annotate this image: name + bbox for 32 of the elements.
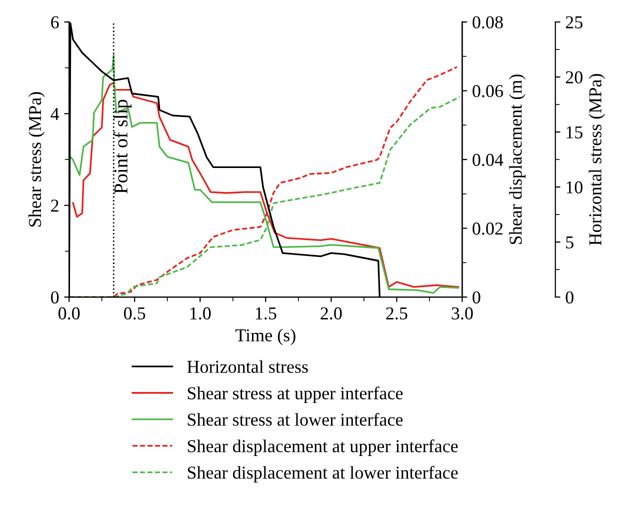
- x-tick-label: 2.5: [386, 307, 408, 320]
- y2-tick-label: 0.06: [472, 85, 503, 98]
- y-tick-label: 0: [51, 291, 59, 304]
- x-tick-label: 1.5: [256, 307, 276, 320]
- y3-tick-label: 0: [566, 291, 574, 304]
- legend-label: Shear displacement at lower interface: [188, 466, 458, 482]
- y-axis-title: Shear stress (MPa): [28, 92, 45, 227]
- legend-label: Shear stress at upper interface: [188, 386, 403, 404]
- legend-label: Horizontal stress: [187, 360, 308, 373]
- y-tick-label: 2: [51, 200, 58, 212]
- x-tick-label: 0.5: [124, 307, 146, 320]
- y2-tick-label: 0.02: [472, 222, 503, 235]
- y2-tick-label: 0: [472, 291, 480, 304]
- y3-axis-title: Horizontal stress (MPa): [588, 74, 606, 246]
- y3-tick-label: 25: [566, 16, 582, 28]
- x-tick-label: 2.0: [320, 307, 342, 320]
- x-tick-label: 3.0: [452, 307, 473, 320]
- ref-line-label: Point of slip: [114, 100, 132, 194]
- y-tick-label: 6: [51, 16, 59, 28]
- y2-tick-label: 0.04: [472, 154, 504, 166]
- y3-tick-label: 20: [566, 71, 582, 84]
- legend-label: Shear stress at lower interface: [188, 412, 403, 426]
- y-tick-label: 4: [50, 108, 60, 120]
- y3-tick-label: 10: [566, 181, 582, 194]
- legend-label: Shear displacement at upper interface: [188, 439, 458, 456]
- y3-tick-label: 15: [566, 126, 582, 138]
- x-tick-label: 0.0: [58, 307, 80, 320]
- y2-tick-label: 0.08: [472, 16, 503, 28]
- y2-axis-title: Shear displacement (m): [509, 74, 526, 244]
- x-tick-label: 1.0: [190, 307, 211, 320]
- x-axis-title: Time (s): [235, 328, 296, 346]
- y3-tick-label: 5: [566, 236, 574, 248]
